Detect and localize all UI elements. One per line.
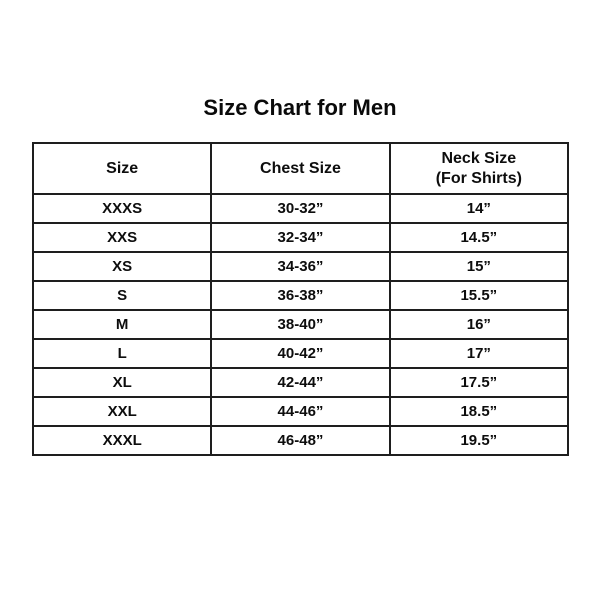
neck-cell: 16” xyxy=(388,309,570,340)
table-header-row: Size Chest Size Neck Size (For Shirts) xyxy=(31,142,570,195)
neck-cell: 19.5” xyxy=(388,425,570,456)
size-chart-table: Size Chest Size Neck Size (For Shirts) X… xyxy=(31,142,570,456)
table-row: XL 42-44” 17.5” xyxy=(31,367,570,398)
table-row: XXXL 46-48” 19.5” xyxy=(31,425,570,456)
table-row: XXXS 30-32” 14” xyxy=(31,193,570,224)
chest-cell: 36-38” xyxy=(210,280,391,311)
table-row: XS 34-36” 15” xyxy=(31,251,570,282)
table-row: M 38-40” 16” xyxy=(31,309,570,340)
size-cell: XXS xyxy=(31,222,213,253)
table-row: L 40-42” 17” xyxy=(31,338,570,369)
column-header-neck-size: Neck Size (For Shirts) xyxy=(388,142,570,195)
size-cell: XL xyxy=(31,367,213,398)
neck-cell: 15” xyxy=(388,251,570,282)
neck-cell: 14.5” xyxy=(388,222,570,253)
chest-cell: 34-36” xyxy=(210,251,391,282)
neck-cell: 15.5” xyxy=(388,280,570,311)
chest-cell: 44-46” xyxy=(210,396,391,427)
column-header-neck-size-line1: Neck Size xyxy=(441,149,517,167)
table-row: XXL 44-46” 18.5” xyxy=(31,396,570,427)
chest-cell: 30-32” xyxy=(210,193,391,224)
chest-cell: 32-34” xyxy=(210,222,391,253)
table-row: XXS 32-34” 14.5” xyxy=(31,222,570,253)
table-row: S 36-38” 15.5” xyxy=(31,280,570,311)
neck-cell: 14” xyxy=(388,193,570,224)
size-cell: XXL xyxy=(31,396,213,427)
column-header-chest-size: Chest Size xyxy=(210,142,391,195)
chest-cell: 42-44” xyxy=(210,367,391,398)
size-cell: M xyxy=(31,309,213,340)
neck-cell: 17” xyxy=(388,338,570,369)
neck-cell: 18.5” xyxy=(388,396,570,427)
size-cell: S xyxy=(31,280,213,311)
size-cell: XXXS xyxy=(31,193,213,224)
column-header-neck-size-line2: (For Shirts) xyxy=(435,169,522,187)
chest-cell: 46-48” xyxy=(210,425,391,456)
size-cell: L xyxy=(31,338,213,369)
neck-cell: 17.5” xyxy=(388,367,570,398)
column-header-size: Size xyxy=(31,142,213,195)
chest-cell: 40-42” xyxy=(210,338,391,369)
size-cell: XS xyxy=(31,251,213,282)
page-title: Size Chart for Men xyxy=(203,95,397,120)
chest-cell: 38-40” xyxy=(210,309,391,340)
size-cell: XXXL xyxy=(31,425,213,456)
